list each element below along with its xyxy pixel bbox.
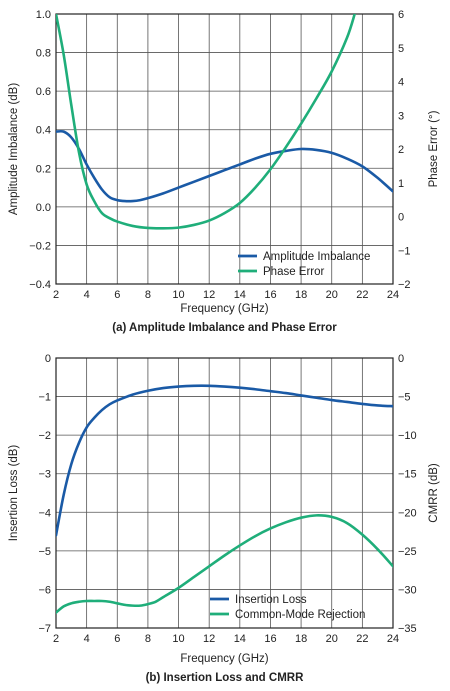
chart-caption: (b) Insertion Loss and CMRR	[146, 672, 305, 684]
plot-frame	[55, 13, 394, 285]
x-tick-label: 2	[53, 289, 59, 301]
x-tick-label: 16	[264, 633, 276, 645]
plot-frame	[55, 357, 394, 629]
y2-tick-label: 4	[398, 77, 404, 89]
y-tick-label: −5	[38, 546, 51, 558]
legend-label-insertion-loss: Insertion Loss	[235, 594, 307, 606]
x-axis-title: Frequency (GHz)	[180, 303, 268, 315]
x-tick-label: 24	[387, 289, 399, 301]
y-tick-label: 0.2	[36, 163, 51, 175]
y2-tick-label: 0	[398, 212, 404, 224]
x-tick-label: 20	[326, 289, 338, 301]
y-tick-label: 0.6	[36, 86, 51, 98]
y2-tick-label: −2	[398, 279, 411, 291]
y2-tick-label: −20	[398, 507, 417, 519]
x-tick-label: 10	[172, 289, 184, 301]
x-axis-title: Frequency (GHz)	[180, 653, 268, 665]
y-tick-label: −0.2	[29, 240, 51, 252]
y-tick-label: −2	[38, 430, 51, 442]
x-tick-label: 14	[234, 289, 246, 301]
chart-panel-2: 2 4 6 8 10 12 14 16 18 20 22 240−1−2−3−4−5−6−70−5−1…	[8, 353, 440, 684]
y2-tick-label: −25	[398, 546, 417, 558]
y2-tick-label: 5	[398, 43, 404, 55]
x-tick-label: 22	[356, 633, 368, 645]
y2-tick-label: 0	[398, 353, 404, 365]
y2-tick-label: −30	[398, 584, 417, 596]
y2-tick-label: −35	[398, 623, 417, 635]
y-tick-label: −1	[38, 392, 51, 404]
y-tick-label: −0.4	[29, 279, 51, 291]
x-tick-label: 20	[326, 633, 338, 645]
y-tick-label: 0	[45, 353, 51, 365]
x-tick-label: 8	[145, 289, 151, 301]
x-tick-label: 16	[264, 289, 276, 301]
y2-tick-label: −15	[398, 469, 417, 481]
legend-label-common-mode-rejection: Common-Mode Rejection	[235, 609, 365, 621]
y2-tick-label: −10	[398, 430, 417, 442]
series-line-phase-error	[56, 14, 356, 230]
x-tick-label: 12	[203, 289, 215, 301]
x-tick-label: 14	[234, 633, 246, 645]
y-tick-label: 0.0	[36, 202, 51, 214]
y-tick-label: −6	[38, 584, 51, 596]
x-tick-label: 18	[295, 289, 307, 301]
x-tick-label: 24	[387, 633, 399, 645]
y2-tick-label: −5	[398, 392, 411, 404]
x-tick-label: 18	[295, 633, 307, 645]
series-line-insertion-loss	[56, 384, 393, 537]
y-axis-title: Amplitude Imbalance (dB)	[8, 83, 20, 215]
y-tick-label: 1.0	[36, 9, 51, 21]
y-tick-label: −4	[38, 507, 51, 519]
y-tick-label: 0.4	[36, 125, 51, 137]
y2-axis-title: Phase Error (°)	[428, 110, 440, 187]
x-tick-label: 22	[356, 289, 368, 301]
series-line-amplitude-imbalance	[56, 129, 393, 203]
y-axis-title: Insertion Loss (dB)	[8, 445, 20, 542]
y2-tick-label: −1	[398, 245, 411, 257]
x-tick-label: 6	[114, 633, 120, 645]
chart-panel-1: 2 4 6 8 10 12 14 16 18 20 22 241.00.80.60.40.20.0−0…	[8, 9, 440, 334]
x-tick-label: 6	[114, 289, 120, 301]
y-tick-label: 0.8	[36, 48, 51, 60]
series-line-common-mode-rejection	[56, 514, 393, 614]
x-tick-label: 10	[172, 633, 184, 645]
legend-label-amplitude-imbalance: Amplitude Imbalance	[263, 251, 370, 263]
y2-tick-label: 1	[398, 178, 404, 190]
legend-label-phase-error: Phase Error	[263, 266, 325, 278]
y2-tick-label: 2	[398, 144, 404, 156]
x-tick-label: 4	[84, 633, 90, 645]
x-tick-label: 8	[145, 633, 151, 645]
y2-tick-label: 3	[398, 110, 404, 122]
y-tick-label: −3	[38, 469, 51, 481]
chart-caption: (a) Amplitude Imbalance and Phase Error	[112, 322, 337, 334]
x-tick-label: 12	[203, 633, 215, 645]
y2-tick-label: 6	[398, 9, 404, 21]
x-tick-label: 2	[53, 633, 59, 645]
y2-axis-title: CMRR (dB)	[428, 463, 440, 523]
x-tick-label: 4	[84, 289, 90, 301]
y-tick-label: −7	[38, 623, 51, 635]
